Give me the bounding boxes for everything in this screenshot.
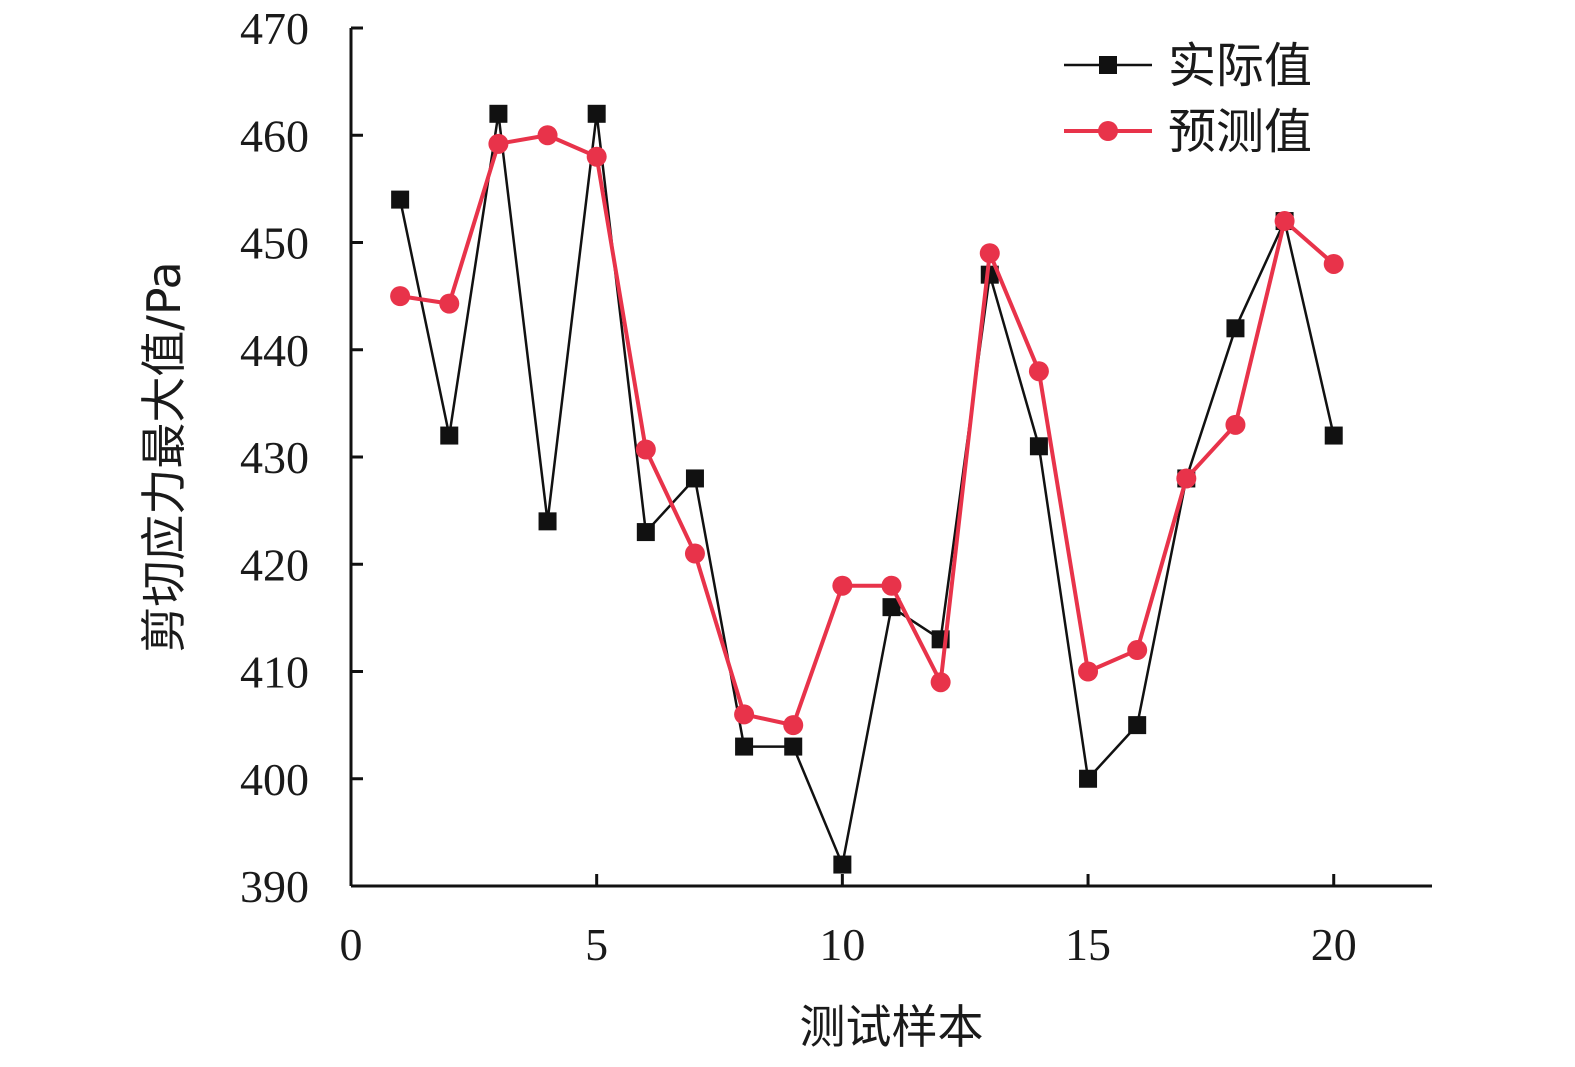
data-point-square bbox=[784, 737, 803, 756]
series-2 bbox=[390, 125, 1344, 736]
data-point-square bbox=[1226, 319, 1245, 338]
data-point-square bbox=[1079, 769, 1098, 788]
x-tick-label: 5 bbox=[585, 919, 608, 970]
y-tick-label: 420 bbox=[240, 539, 309, 590]
y-tick-label: 460 bbox=[240, 110, 309, 161]
y-tick-label: 450 bbox=[240, 218, 309, 269]
data-point-square bbox=[587, 104, 606, 123]
y-tick-label: 390 bbox=[240, 861, 309, 912]
data-point-circle bbox=[881, 575, 902, 596]
data-point-circle bbox=[635, 439, 656, 460]
y-tick-label: 440 bbox=[240, 325, 309, 376]
legend-item-2: 预测值 bbox=[1064, 104, 1312, 160]
data-point-circle bbox=[1274, 211, 1295, 232]
data-point-square bbox=[1324, 426, 1343, 445]
data-point-square bbox=[882, 598, 901, 617]
x-axis-title: 测试样本 bbox=[800, 1000, 984, 1054]
data-point-circle bbox=[1028, 361, 1049, 382]
data-point-square bbox=[833, 855, 852, 874]
y-axis-title: 剪切应力最大值/Pa bbox=[137, 261, 191, 652]
data-point-circle bbox=[783, 715, 804, 736]
y-tick-label: 410 bbox=[240, 647, 309, 698]
data-point-circle bbox=[390, 286, 411, 307]
data-point-square bbox=[538, 512, 557, 531]
data-point-square bbox=[735, 737, 754, 756]
legend-label: 实际值 bbox=[1168, 38, 1312, 94]
data-point-square bbox=[636, 523, 655, 542]
data-point-circle bbox=[734, 704, 755, 725]
ticks: 390 400 410 420 430 440 450 460 470 0 5 10 15 20 bbox=[240, 3, 1357, 970]
legend-item-1: 实际值 bbox=[1064, 38, 1312, 94]
data-point-circle bbox=[1225, 414, 1246, 435]
data-point-circle bbox=[832, 575, 853, 596]
data-point-square bbox=[391, 190, 410, 209]
data-point-circle bbox=[684, 543, 705, 564]
data-point-circle bbox=[537, 125, 558, 146]
series-1 bbox=[391, 104, 1343, 874]
data-point-circle bbox=[439, 293, 460, 314]
data-point-circle bbox=[1078, 661, 1099, 682]
data-point-circle bbox=[930, 672, 951, 693]
x-tick-label: 15 bbox=[1065, 919, 1111, 970]
data-point-circle bbox=[1127, 640, 1148, 661]
data-point-square bbox=[440, 426, 459, 445]
x-tick-label: 10 bbox=[819, 919, 865, 970]
x-tick-label: 0 bbox=[340, 919, 363, 970]
y-tick-label: 470 bbox=[240, 3, 309, 54]
series-line bbox=[399, 133, 1336, 728]
series-line bbox=[398, 112, 1335, 866]
y-tick-label: 400 bbox=[240, 754, 309, 805]
legend-label: 预测值 bbox=[1168, 104, 1312, 160]
data-point-square bbox=[489, 104, 508, 123]
series-layer bbox=[390, 104, 1344, 874]
data-point-circle bbox=[586, 146, 607, 167]
legend-marker-circle bbox=[1098, 121, 1118, 141]
legend-marker-square bbox=[1099, 56, 1117, 74]
x-tick-label: 20 bbox=[1311, 919, 1357, 970]
data-point-circle bbox=[1323, 253, 1344, 274]
data-point-circle bbox=[979, 243, 1000, 264]
data-point-square bbox=[685, 469, 704, 488]
data-point-circle bbox=[1176, 468, 1197, 489]
data-point-square bbox=[1128, 716, 1147, 735]
y-tick-label: 430 bbox=[240, 432, 309, 483]
data-point-square bbox=[1029, 437, 1048, 456]
data-point-circle bbox=[488, 133, 509, 154]
